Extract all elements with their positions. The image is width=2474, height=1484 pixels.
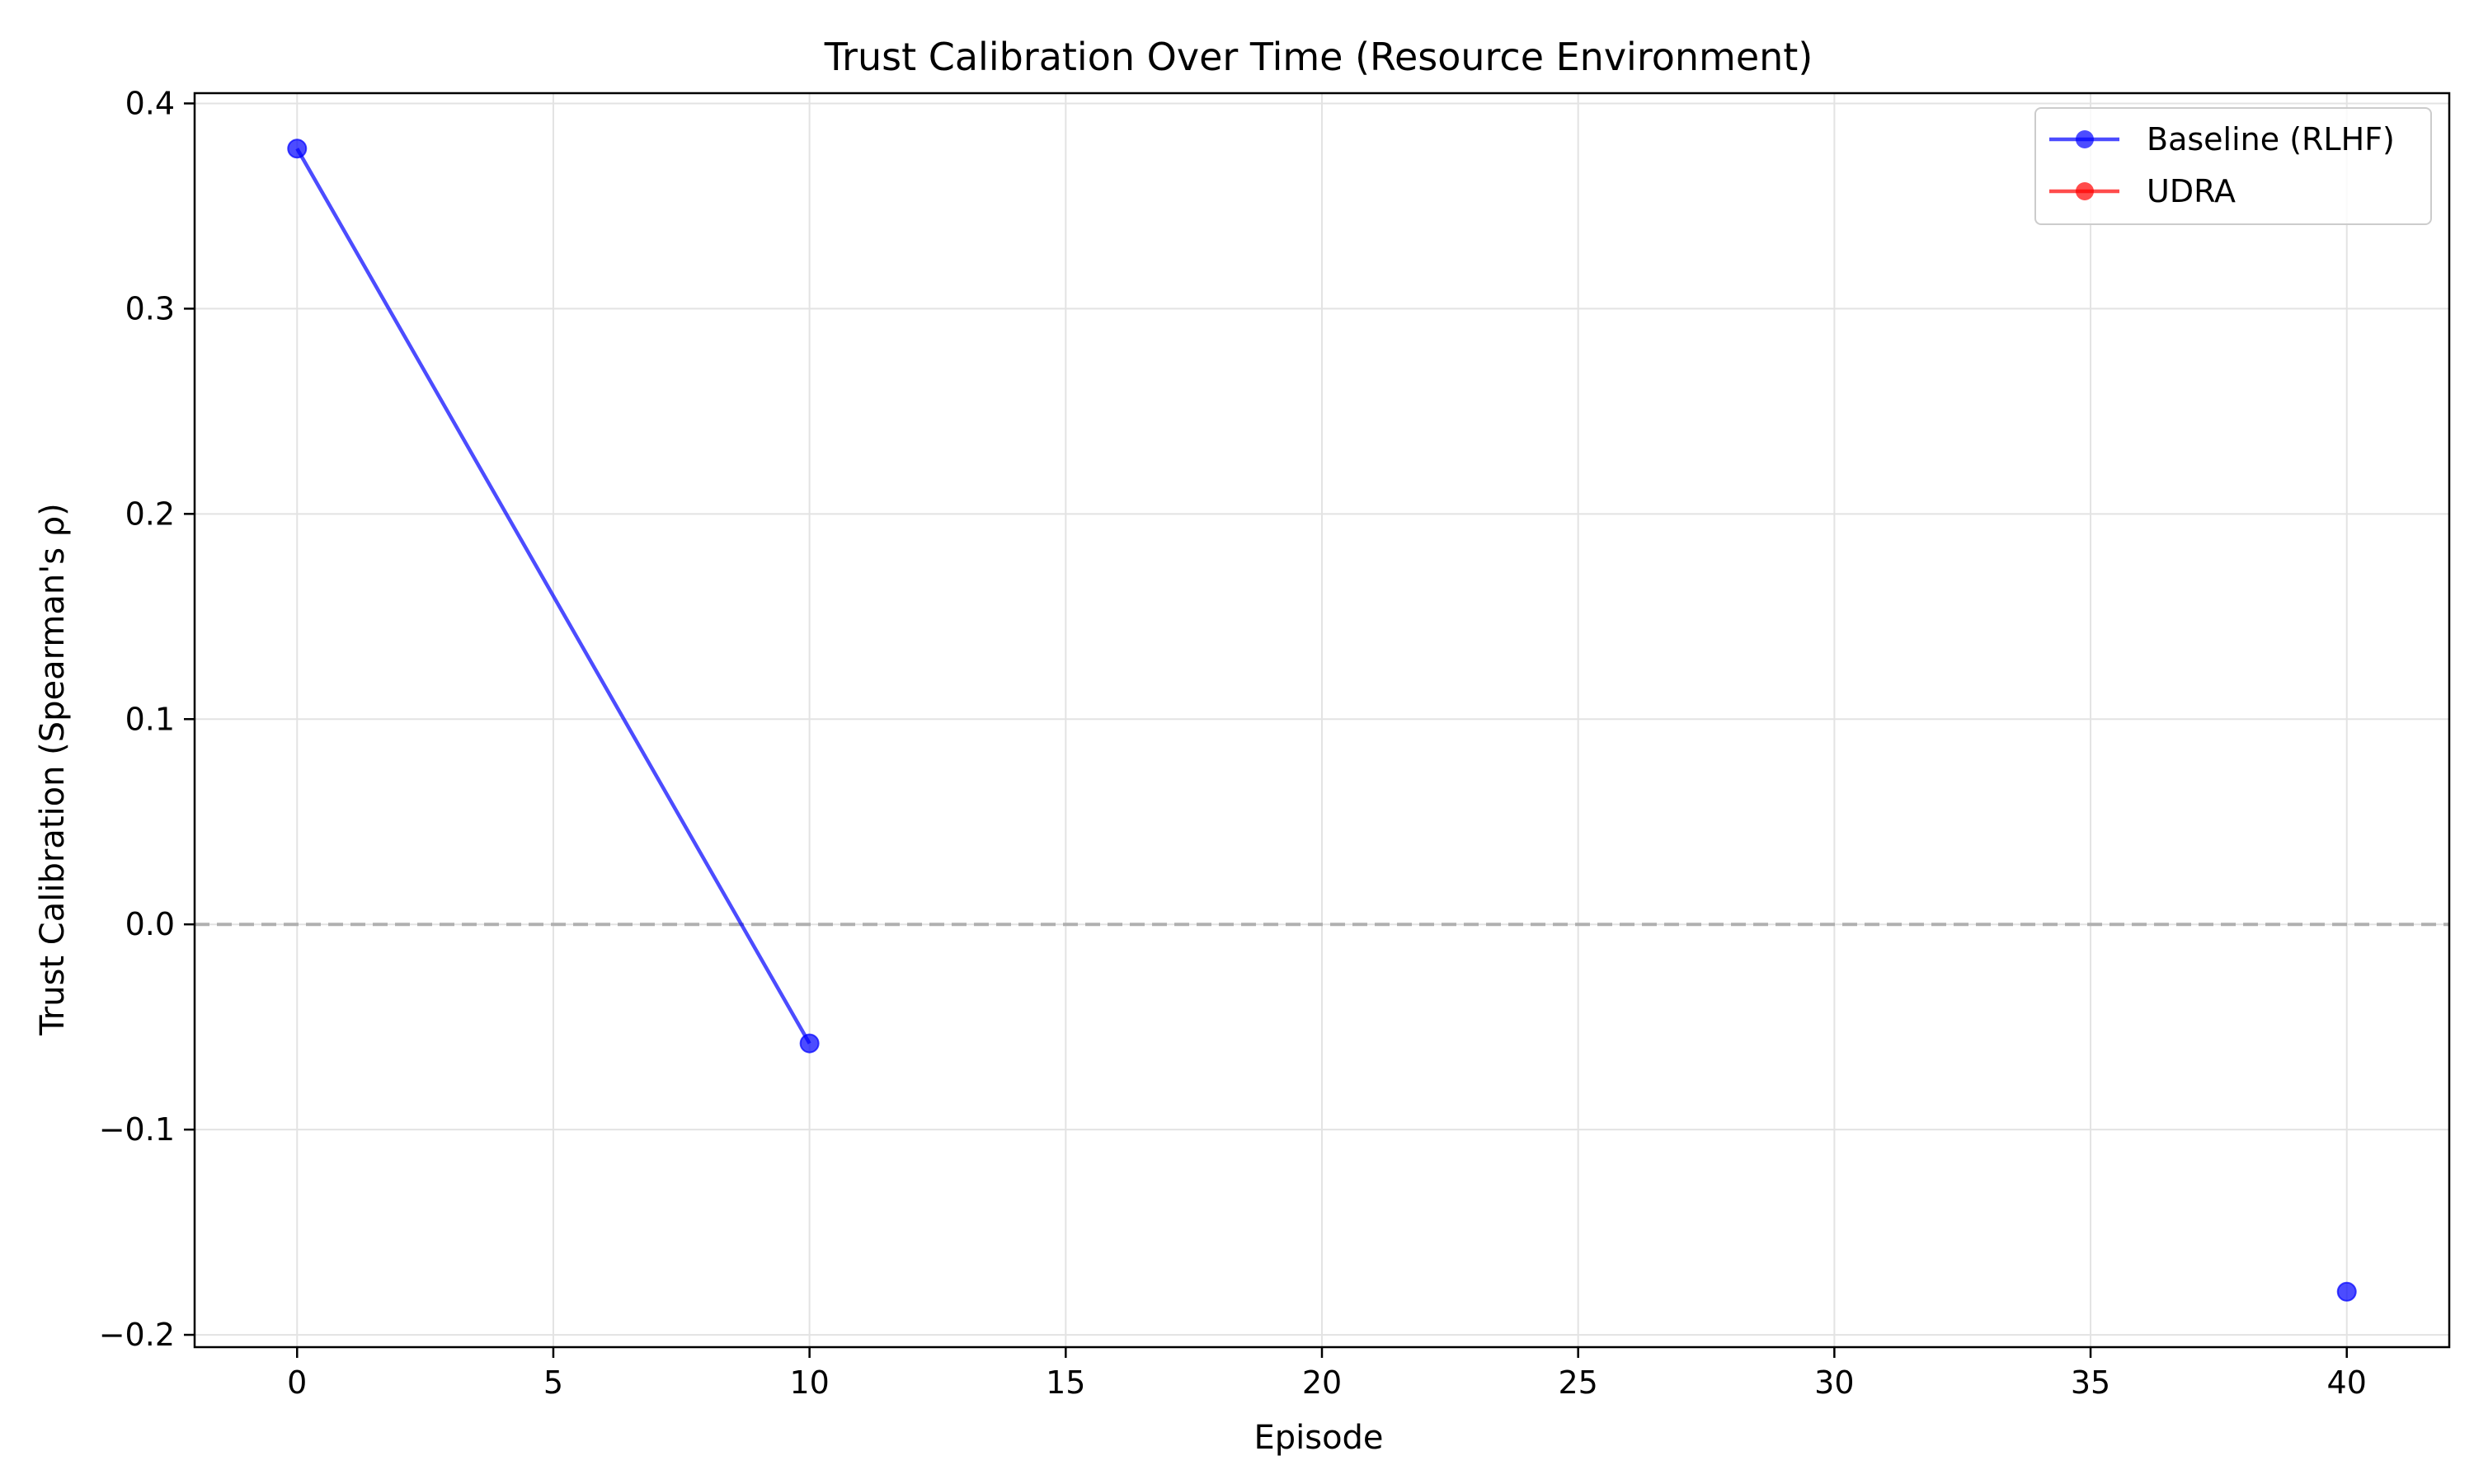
data-point xyxy=(2336,1281,2357,1302)
x-tick-label: 0 xyxy=(287,1364,307,1401)
y-tick-label: 0.3 xyxy=(125,290,175,326)
legend-marker xyxy=(2076,182,2094,200)
legend-marker xyxy=(2076,130,2094,148)
y-tick-label: 0.2 xyxy=(125,495,175,532)
series-line xyxy=(295,148,811,1045)
x-tick-label: 25 xyxy=(1559,1364,1598,1401)
x-tick-label: 5 xyxy=(543,1364,563,1401)
grid xyxy=(195,93,2449,1347)
series-group xyxy=(287,139,2357,1302)
x-tick-label: 35 xyxy=(2071,1364,2110,1401)
y-tick-label: −0.1 xyxy=(99,1111,175,1148)
data-point xyxy=(287,139,308,159)
x-tick-label: 15 xyxy=(1046,1364,1085,1401)
y-tick-label: 0.4 xyxy=(125,85,175,121)
x-tick-label: 40 xyxy=(2327,1364,2367,1401)
y-tick-label: −0.2 xyxy=(99,1317,175,1353)
y-tick-label: 0.0 xyxy=(125,906,175,942)
x-axis-label: Episode xyxy=(1253,1419,1383,1457)
data-point xyxy=(799,1033,820,1054)
legend-label: Baseline (RLHF) xyxy=(2147,121,2395,157)
legend: Baseline (RLHF) UDRA xyxy=(2034,107,2432,225)
legend-label: UDRA xyxy=(2147,173,2236,209)
chart-title: Trust Calibration Over Time (Resource En… xyxy=(824,35,1813,79)
axis-ticks: 0 5 10 15 20 25 30 35 40 0.4 0.3 0.2 0.1 0.0 −0.1 −0.2 xyxy=(99,85,2367,1401)
x-tick-label: 30 xyxy=(1814,1364,1854,1401)
legend-box xyxy=(2034,107,2432,225)
x-tick-label: 10 xyxy=(789,1364,829,1401)
y-axis-label: Trust Calibration (Spearman's ρ) xyxy=(34,503,72,1036)
y-tick-label: 0.1 xyxy=(125,701,175,737)
x-tick-label: 20 xyxy=(1302,1364,1342,1401)
